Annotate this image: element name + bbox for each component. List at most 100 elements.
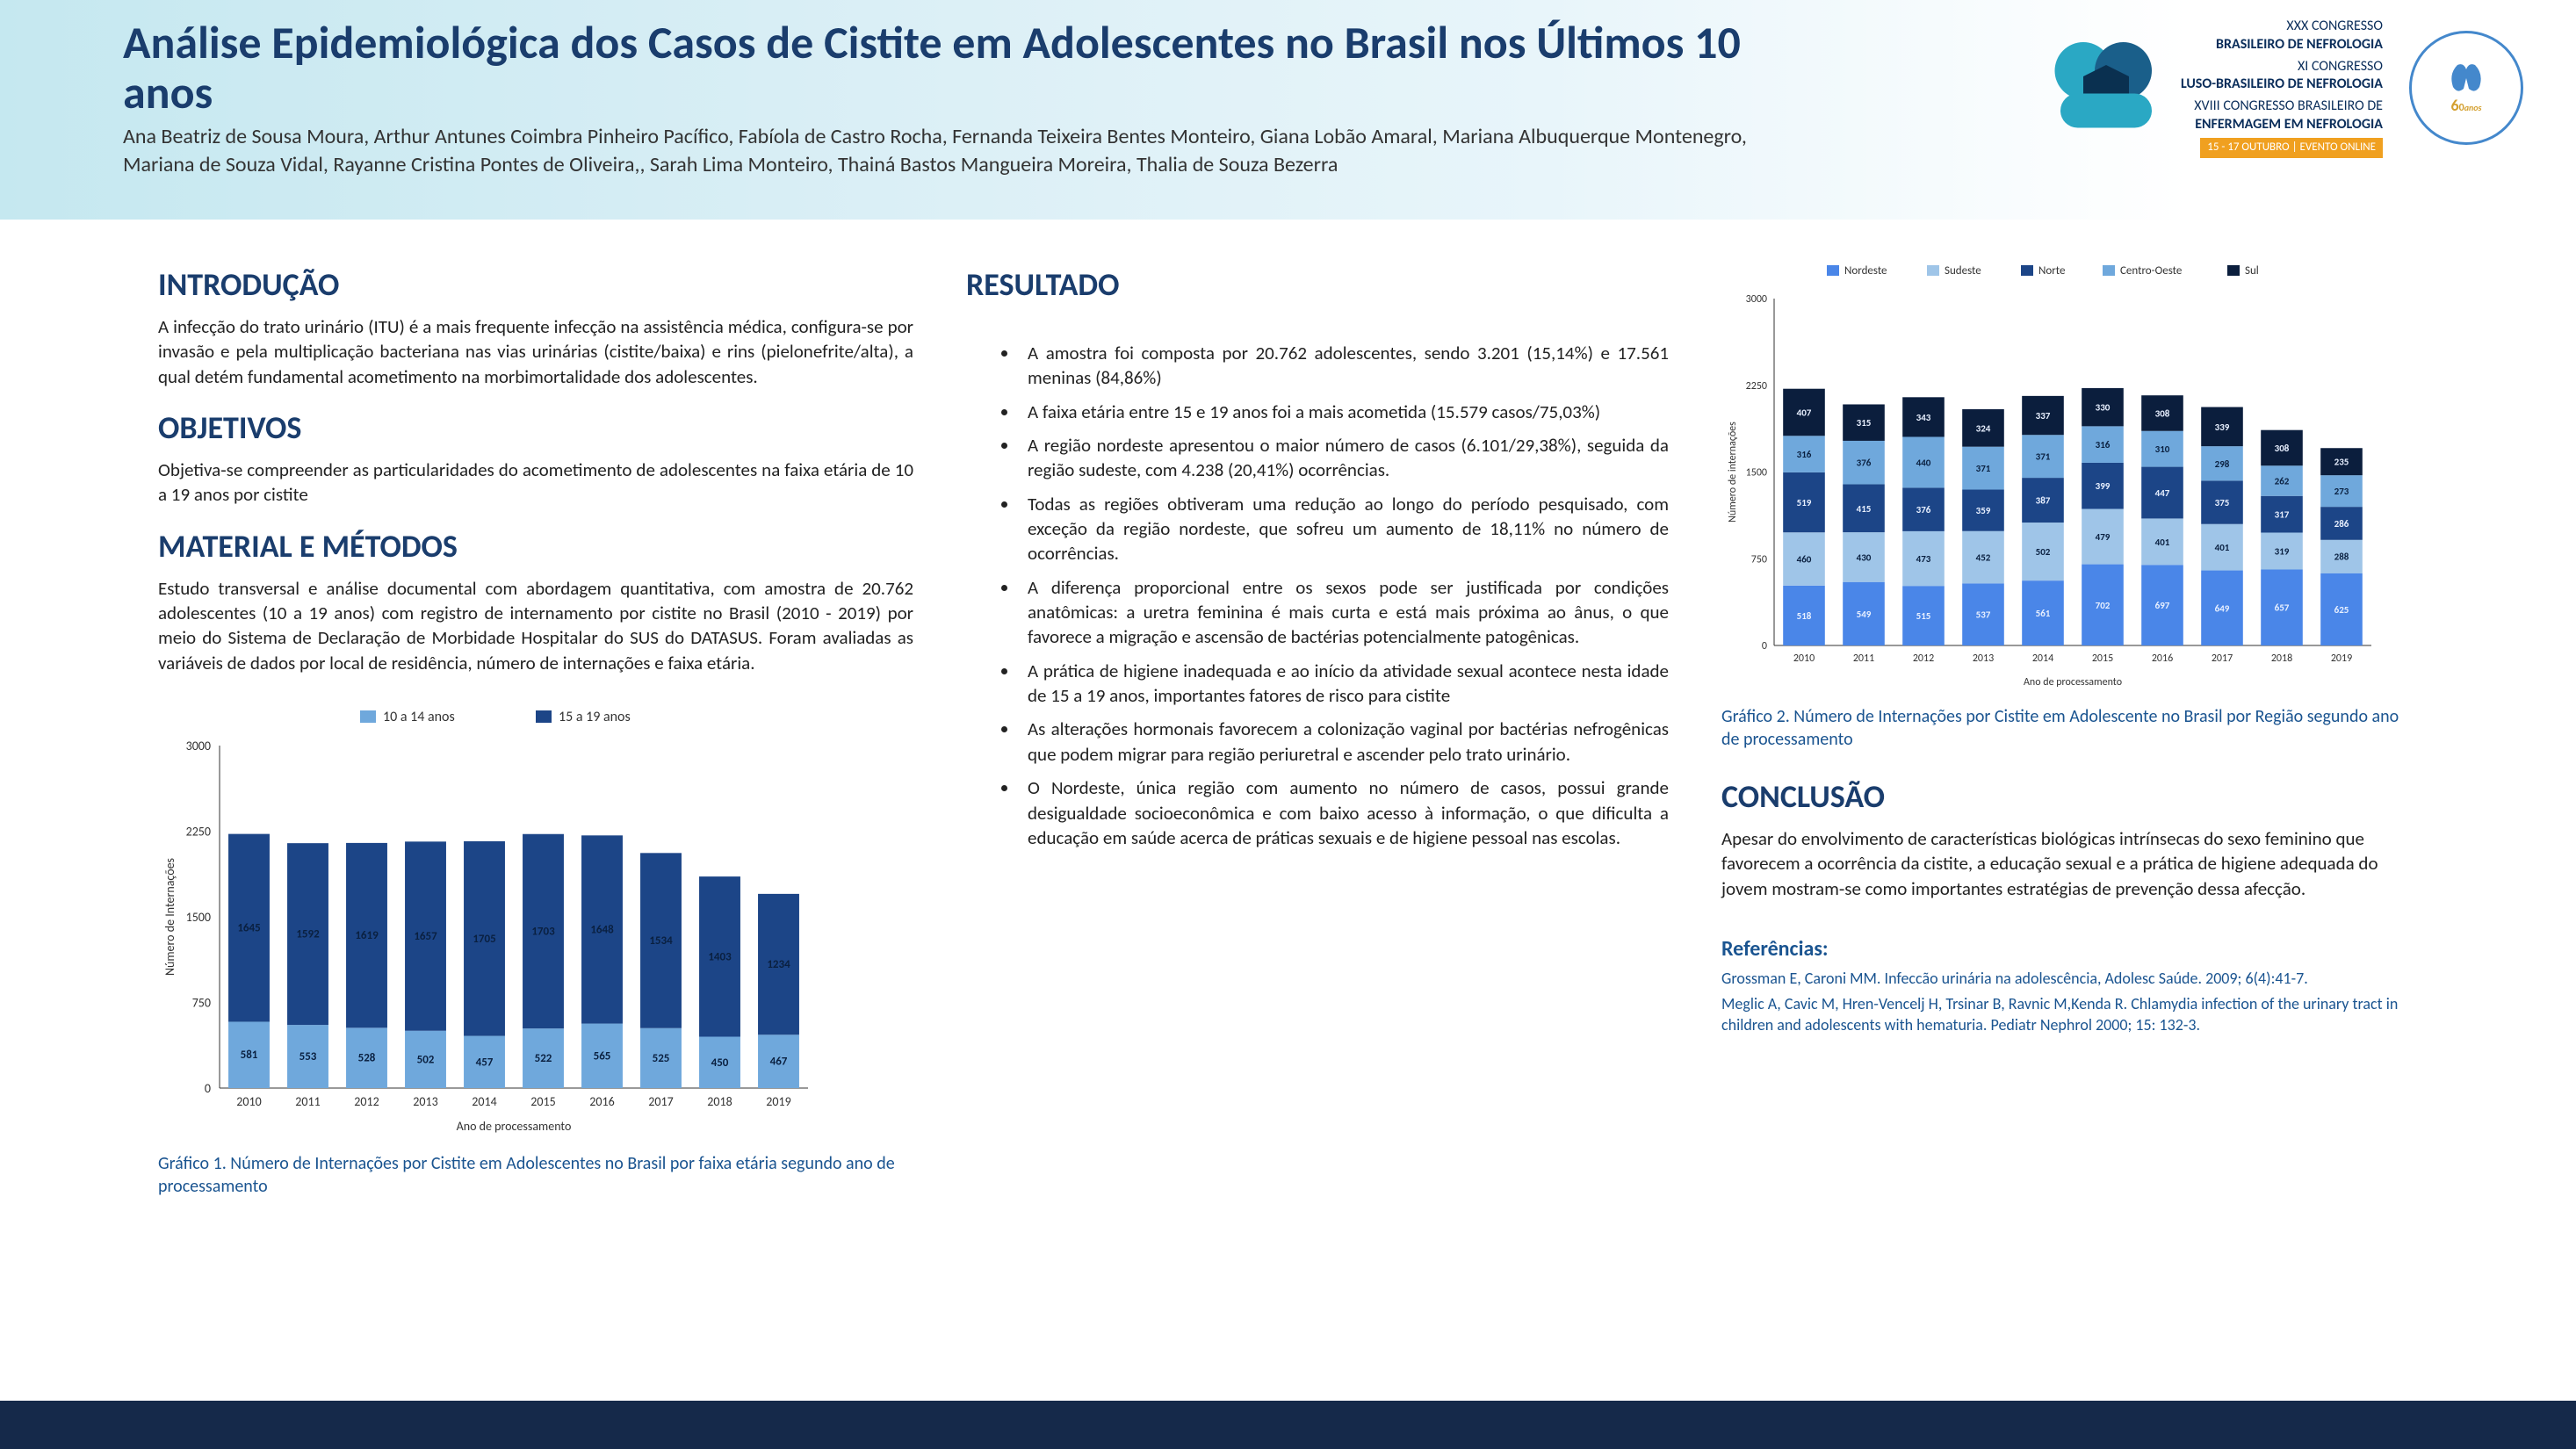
svg-text:460: 460 (1797, 554, 1812, 566)
svg-text:1705: 1705 (473, 933, 495, 946)
svg-text:2017: 2017 (2212, 652, 2233, 665)
svg-text:317: 317 (2275, 509, 2290, 521)
event-line4: LUSO-BRASILEIRO DE NEFROLOGIA (2181, 76, 2383, 92)
svg-text:2018: 2018 (707, 1094, 732, 1109)
objetivos-text: Objetiva-se compreender as particularida… (158, 458, 913, 508)
svg-text:Ano de processamento: Ano de processamento (2024, 676, 2122, 688)
svg-text:330: 330 (2096, 402, 2111, 414)
svg-text:2010: 2010 (1793, 652, 1815, 665)
svg-text:315: 315 (1857, 417, 1872, 429)
society-logo-icon: 60anos (2409, 31, 2523, 145)
svg-text:750: 750 (1751, 553, 1767, 566)
introducao-text: A infecção do trato urinário (ITU) é a m… (158, 314, 913, 389)
svg-text:447: 447 (2155, 487, 2170, 499)
column-right: NordesteSudesteNorteCentro-OesteSul07501… (1721, 255, 2406, 1198)
svg-text:581: 581 (241, 1049, 258, 1062)
svg-text:625: 625 (2334, 604, 2349, 616)
svg-text:450: 450 (711, 1056, 729, 1070)
svg-text:2019: 2019 (766, 1094, 790, 1109)
result-item: A diferença proporcional entre os sexos … (1019, 575, 1669, 650)
svg-text:2013: 2013 (1973, 652, 1994, 665)
svg-text:Número de internações: Número de internações (1727, 422, 1739, 523)
svg-text:401: 401 (2155, 537, 2170, 548)
svg-text:549: 549 (1857, 609, 1872, 620)
material-heading: MATERIAL E MÉTODOS (158, 527, 913, 566)
result-item: A amostra foi composta por 20.762 adoles… (1019, 341, 1669, 391)
svg-text:1534: 1534 (649, 934, 673, 948)
svg-text:Centro-Oeste: Centro-Oeste (2120, 264, 2182, 278)
svg-text:502: 502 (417, 1053, 435, 1066)
event-line2: BRASILEIRO DE NEFROLOGIA (2216, 36, 2383, 53)
footer-bar (0, 1401, 2576, 1449)
svg-text:407: 407 (1797, 407, 1812, 418)
svg-text:399: 399 (2096, 480, 2111, 492)
svg-text:288: 288 (2334, 551, 2349, 563)
svg-text:273: 273 (2334, 486, 2349, 497)
svg-text:2015: 2015 (530, 1094, 555, 1109)
svg-text:528: 528 (358, 1052, 376, 1065)
result-item: A faixa etária entre 15 e 19 anos foi a … (1019, 400, 1669, 424)
svg-text:286: 286 (2334, 518, 2349, 530)
svg-text:371: 371 (2036, 451, 2051, 463)
content-area: INTRODUÇÃO A infecção do trato urinário … (0, 220, 2576, 1198)
svg-text:376: 376 (1916, 504, 1931, 515)
svg-text:15 a 19 anos: 15 a 19 anos (559, 709, 631, 725)
introducao-heading: INTRODUÇÃO (158, 265, 913, 304)
svg-text:10 a 14 anos: 10 a 14 anos (383, 709, 455, 725)
svg-text:1592: 1592 (296, 928, 320, 941)
svg-text:316: 316 (2096, 439, 2111, 451)
svg-text:519: 519 (1797, 497, 1812, 508)
svg-text:375: 375 (2215, 497, 2230, 508)
svg-text:2250: 2250 (186, 825, 211, 840)
event-line3: XI CONGRESSO (2298, 58, 2383, 75)
svg-text:308: 308 (2275, 443, 2290, 454)
svg-text:1619: 1619 (355, 929, 379, 942)
svg-text:702: 702 (2096, 600, 2111, 611)
svg-text:Nordeste: Nordeste (1844, 264, 1887, 278)
result-item: O Nordeste, única região com aumento no … (1019, 775, 1669, 850)
svg-text:2013: 2013 (413, 1094, 437, 1109)
svg-text:Sudeste: Sudeste (1945, 264, 1981, 278)
referencias-heading: Referências: (1721, 936, 2406, 962)
svg-text:Sul: Sul (2245, 264, 2259, 278)
svg-text:649: 649 (2215, 602, 2230, 614)
result-item: As alterações hormonais favorecem a colo… (1019, 717, 1669, 767)
svg-text:479: 479 (2096, 531, 2111, 543)
conclusao-heading: CONCLUSÃO (1721, 777, 2406, 816)
svg-text:343: 343 (1916, 412, 1931, 423)
result-item: Todas as regiões obtiveram uma redução a… (1019, 492, 1669, 566)
svg-text:415: 415 (1857, 503, 1872, 515)
svg-text:2014: 2014 (2032, 652, 2053, 665)
poster-title: Análise Epidemiológica dos Casos de Cist… (123, 18, 1792, 118)
svg-text:750: 750 (192, 996, 211, 1011)
svg-text:2010: 2010 (236, 1094, 261, 1109)
svg-text:502: 502 (2036, 546, 2051, 558)
svg-text:316: 316 (1797, 449, 1812, 460)
svg-text:2012: 2012 (354, 1094, 379, 1109)
svg-text:3000: 3000 (1746, 293, 1767, 306)
chart2-container: NordesteSudesteNorteCentro-OesteSul07501… (1721, 255, 2406, 751)
chart1-bar-chart: 10 a 14 anos15 a 19 anos0750150022503000… (158, 702, 826, 1141)
svg-text:359: 359 (1976, 505, 1991, 516)
svg-text:467: 467 (770, 1056, 788, 1069)
event-logo-block: XXX CONGRESSO BRASILEIRO DE NEFROLOGIA X… (2049, 18, 2383, 158)
svg-text:2250: 2250 (1746, 380, 1767, 393)
conclusao-text: Apesar do envolvimento de característica… (1721, 826, 2406, 901)
svg-text:457: 457 (476, 1056, 494, 1069)
svg-text:3000: 3000 (186, 739, 211, 753)
resultado-heading: RESULTADO (966, 265, 1669, 304)
svg-text:553: 553 (299, 1050, 317, 1063)
logos-area: XXX CONGRESSO BRASILEIRO DE NEFROLOGIA X… (2049, 18, 2523, 158)
svg-text:525: 525 (653, 1052, 670, 1065)
event-banner: 15 - 17 OUTUBRO | EVENTO ONLINE (2200, 138, 2383, 158)
svg-text:2011: 2011 (295, 1094, 320, 1109)
svg-text:1645: 1645 (237, 922, 260, 935)
objetivos-heading: OBJETIVOS (158, 408, 913, 447)
svg-text:1648: 1648 (590, 924, 614, 937)
svg-text:1500: 1500 (1746, 467, 1767, 479)
svg-text:515: 515 (1916, 610, 1931, 622)
svg-text:518: 518 (1797, 610, 1812, 622)
svg-text:537: 537 (1976, 609, 1991, 621)
svg-text:2016: 2016 (2152, 652, 2173, 665)
svg-text:235: 235 (2334, 457, 2349, 468)
